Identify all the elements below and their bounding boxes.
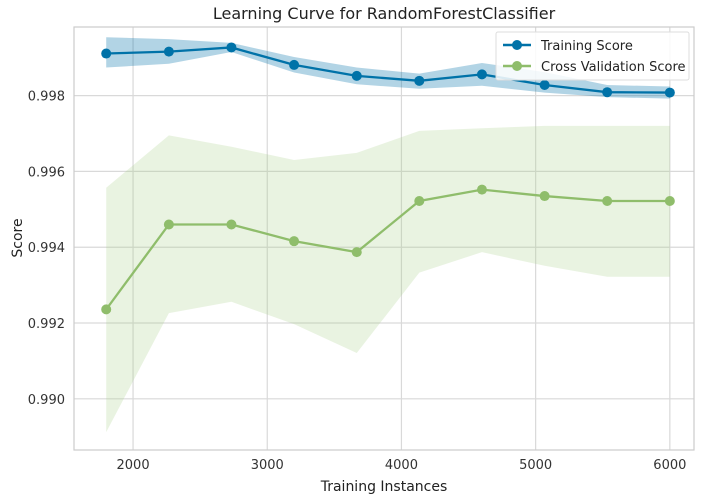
y-tick-label: 0.990 [28, 393, 65, 408]
legend-marker-cross-validation [512, 61, 522, 71]
x-tick-label: 2000 [117, 458, 150, 473]
plot-background [74, 27, 694, 450]
cross-validation-score-line [105, 188, 670, 311]
cross-validation-score-point [414, 195, 425, 206]
plot-frame [73, 26, 695, 451]
series-points [101, 42, 675, 315]
training-score-point [226, 42, 237, 53]
legend-label-cross-validation: Cross Validation Score [541, 60, 686, 75]
y-tick-labels: 0.990 0.992 0.994 0.996 0.998 [28, 90, 65, 408]
training-score-point [664, 87, 675, 98]
training-score-point [476, 69, 487, 80]
cross-validation-score-point [539, 191, 550, 202]
series-lines [105, 46, 670, 311]
cross-validation-score-band [106, 125, 670, 433]
x-tick-label: 4000 [385, 458, 418, 473]
x-tick-labels: 2000 3000 4000 5000 6000 [117, 458, 687, 473]
legend: Training Score Cross Validation Score [495, 31, 690, 81]
training-score-point [163, 46, 174, 57]
legend-label-training: Training Score [540, 39, 633, 54]
legend-box [495, 31, 690, 81]
y-tick-label: 0.994 [28, 241, 65, 256]
x-tick-label: 6000 [653, 458, 686, 473]
grid [74, 27, 694, 450]
cross-validation-score-point [664, 195, 675, 206]
y-tick-label: 0.992 [28, 317, 65, 332]
training-score-point [101, 48, 112, 59]
cross-validation-score-point [602, 195, 613, 206]
cross-validation-score-point [226, 219, 237, 230]
cross-validation-score-point [289, 236, 300, 247]
y-tick-label: 0.998 [28, 90, 65, 105]
x-axis-title: Training Instances [320, 479, 448, 495]
cross-validation-score-point [101, 304, 112, 315]
training-score-point [602, 87, 613, 98]
training-score-point [539, 79, 550, 90]
cross-validation-score-point [351, 247, 362, 258]
training-score-point [414, 75, 425, 86]
training-score-line [106, 46, 670, 94]
cross-validation-score-point [476, 184, 487, 195]
x-tick-label: 5000 [519, 458, 552, 473]
training-score-point [289, 59, 300, 70]
legend-marker-training [512, 40, 522, 50]
y-axis-title: Score [10, 218, 26, 257]
chart-title: Learning Curve for RandomForestClassifie… [213, 4, 556, 23]
x-tick-label: 3000 [251, 458, 284, 473]
cross-validation-score-point [163, 219, 174, 230]
y-tick-label: 0.996 [28, 165, 65, 180]
training-score-point [351, 70, 362, 81]
